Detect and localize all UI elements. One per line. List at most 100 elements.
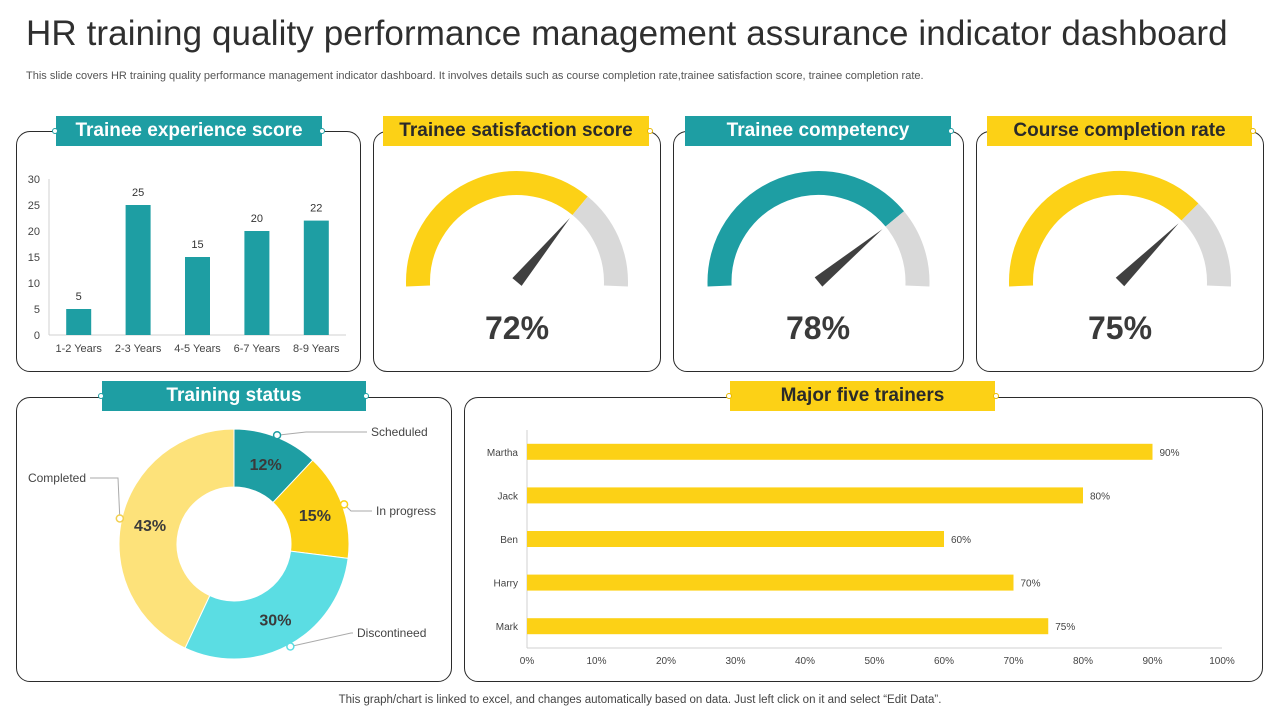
footer-note: This graph/chart is linked to excel, and… [338, 694, 942, 706]
trainer-bar-mark [527, 618, 1049, 635]
bar-6-7-years [244, 231, 270, 335]
gauge-value-arc [406, 171, 588, 287]
y-tick-label: 20 [28, 226, 40, 238]
experience-panel-title: Trainee experience score [56, 116, 322, 146]
x-tick-label: 70% [1003, 656, 1023, 667]
donut-leader-line [343, 504, 372, 512]
y-tick-label: 0 [34, 330, 40, 342]
donut-category-label: In progress [376, 504, 436, 518]
trainer-bar-ben [527, 531, 944, 547]
x-tick-label: 10% [586, 656, 606, 667]
bar-2-3-years [125, 205, 151, 335]
competency-title-right-dot [948, 128, 954, 134]
status-title-right-dot [363, 393, 369, 399]
bar-data-label: 25 [132, 187, 144, 199]
y-tick-label: 30 [28, 174, 40, 186]
x-tick-label: 30% [725, 656, 745, 667]
trainer-value-label: 70% [1021, 579, 1041, 590]
experience-bar-chart[interactable]: 0 5 10 15 20 25 30 5 1-2 Years 25 2-3 Years 15 4-5 Y… [16, 131, 361, 372]
donut-leader-dot [286, 642, 295, 651]
donut-leader-line [277, 431, 367, 436]
trainer-bar-harry [527, 574, 1014, 591]
trainers-title-right-dot [993, 393, 999, 399]
trainer-name-label: Mark [496, 622, 519, 633]
gauge-value-arc [707, 171, 905, 287]
trainers-title-left-dot [726, 393, 732, 399]
bar-data-label: 15 [191, 239, 203, 251]
x-tick-label: 4-5 Years [174, 343, 221, 355]
trainer-bar-jack [527, 487, 1083, 504]
x-tick-label: 0% [520, 656, 535, 667]
experience-title-right-dot [319, 128, 325, 134]
donut-slice-discontineed [184, 550, 349, 660]
bar-data-label: 5 [76, 291, 82, 303]
trainers-panel-title: Major five trainers [730, 381, 995, 411]
x-tick-label: 6-7 Years [234, 343, 281, 355]
bar-8-9-years [303, 220, 329, 335]
competency-value: 78% [785, 310, 851, 346]
completion-panel-title: Course completion rate [987, 116, 1252, 146]
donut-value-label: 30% [259, 612, 291, 629]
y-tick-label: 10 [28, 278, 40, 290]
x-tick-label: 80% [1073, 656, 1093, 667]
page-subtitle: This slide covers HR training quality pe… [26, 70, 924, 82]
completion-title-right-dot [1250, 128, 1256, 134]
trainer-value-label: 60% [951, 535, 971, 546]
trainer-bar-martha [527, 443, 1153, 460]
trainer-value-label: 75% [1055, 622, 1075, 633]
trainer-name-label: Martha [487, 448, 519, 459]
status-panel-title: Training status [102, 381, 366, 411]
x-tick-label: 2-3 Years [115, 343, 162, 355]
satisfaction-gauge[interactable] [373, 140, 661, 320]
x-tick-label: 1-2 Years [55, 343, 102, 355]
gauge-remainder-arc [1181, 203, 1231, 287]
y-tick-label: 15 [28, 252, 40, 264]
gauge-needle [814, 229, 883, 287]
donut-category-label: Discontineed [357, 626, 426, 640]
donut-value-label: 43% [134, 518, 166, 535]
completion-value: 75% [1087, 310, 1153, 346]
completion-gauge[interactable] [976, 140, 1264, 320]
trainer-name-label: Harry [494, 579, 518, 590]
gauge-remainder-arc [572, 196, 628, 287]
donut-leader-dot [115, 514, 125, 523]
donut-slice-completed [118, 428, 235, 649]
x-tick-label: 50% [864, 656, 884, 667]
trainer-name-label: Jack [497, 491, 519, 502]
donut-value-label: 12% [250, 457, 282, 474]
donut-leader-dot [272, 430, 282, 440]
bar-data-label: 22 [310, 203, 322, 215]
donut-category-label: Scheduled [371, 425, 428, 439]
donut-leader-line [290, 632, 353, 648]
y-tick-label: 5 [34, 304, 40, 316]
gauge-remainder-arc [885, 211, 930, 287]
satisfaction-value: 72% [484, 310, 550, 346]
trainers-hbar-chart[interactable]: 0% 10% 20% 30% 40% 50% 60% 70% 80% 90% 100% Martha 9… [464, 397, 1263, 682]
trainer-value-label: 80% [1090, 491, 1110, 502]
satisfaction-title-right-dot [647, 128, 653, 134]
bar-4-5-years [185, 257, 210, 335]
x-tick-label: 40% [795, 656, 815, 667]
experience-title-left-dot [52, 128, 58, 134]
donut-category-label: Completed [28, 471, 86, 485]
status-title-left-dot [98, 393, 104, 399]
donut-leader-line [90, 477, 121, 519]
trainer-value-label: 90% [1160, 448, 1180, 459]
satisfaction-panel-title: Trainee satisfaction score [383, 116, 649, 146]
training-status-donut-chart[interactable]: 12% 15% 30% 43% Scheduled In progress Disconti… [16, 397, 452, 682]
competency-panel-title: Trainee competency [685, 116, 951, 146]
bar-data-label: 20 [251, 213, 263, 225]
competency-gauge[interactable] [673, 140, 964, 320]
gauge-needle [512, 218, 570, 286]
bar-1-2-years [66, 309, 92, 335]
x-tick-label: 60% [934, 656, 954, 667]
trainer-name-label: Ben [500, 535, 518, 546]
y-tick-label: 25 [28, 200, 40, 212]
x-tick-label: 8-9 Years [293, 343, 340, 355]
donut-value-label: 15% [299, 508, 331, 525]
x-tick-label: 90% [1142, 656, 1162, 667]
x-tick-label: 100% [1209, 656, 1235, 667]
page-title: HR training quality performance manageme… [26, 14, 1228, 53]
donut-leader-dot [339, 500, 349, 509]
gauge-needle [1115, 223, 1179, 287]
